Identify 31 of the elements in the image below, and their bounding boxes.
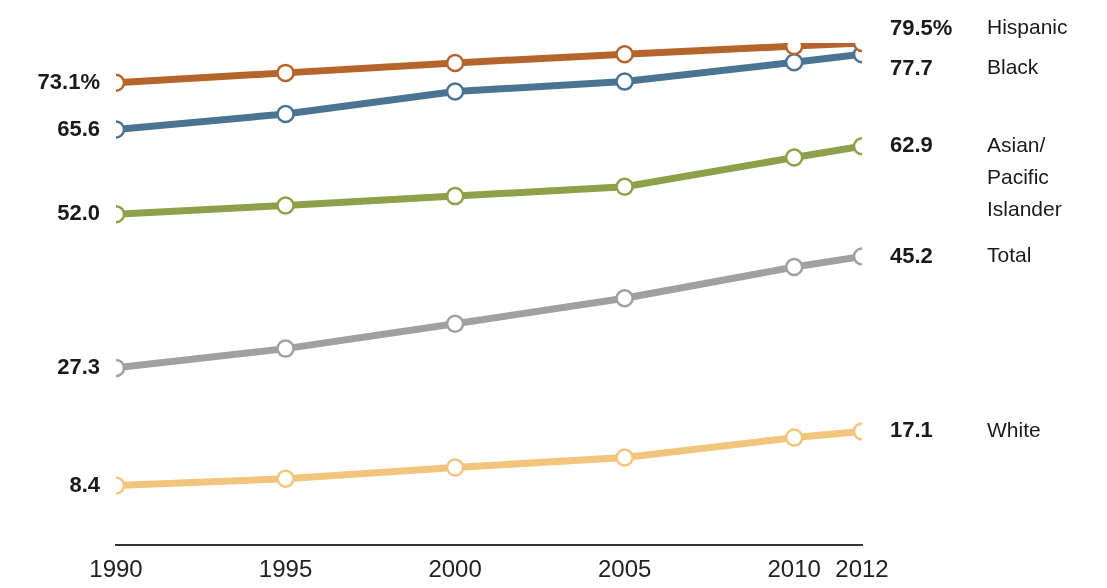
point xyxy=(445,186,465,206)
data-label: 17.1 xyxy=(890,417,933,443)
data-label: 62.9 xyxy=(890,132,933,158)
x-tick-label: 2005 xyxy=(597,555,652,583)
x-tick-label: 2000 xyxy=(428,555,482,583)
point xyxy=(445,458,465,477)
point xyxy=(615,72,634,91)
data-label: 27.3 xyxy=(57,353,100,379)
x-tick-label: 2012 xyxy=(835,555,889,583)
text: Black xyxy=(987,55,1039,79)
x-tick-label: 2010 xyxy=(767,555,821,583)
point xyxy=(445,314,465,333)
point xyxy=(615,44,634,64)
point xyxy=(615,448,634,467)
point xyxy=(445,53,465,73)
point xyxy=(445,82,465,101)
text: White xyxy=(987,418,1041,442)
data-label: 79.5% xyxy=(890,14,953,40)
data-label: 73.1% xyxy=(37,68,100,94)
data-label: 65.6 xyxy=(57,115,100,141)
text: Hispanic xyxy=(987,15,1068,39)
x-tick-label: 1995 xyxy=(258,555,313,583)
x-tick-label: 1990 xyxy=(89,555,143,583)
data-label: 8.4 xyxy=(69,471,101,497)
text: Asian/ Pacific Islander xyxy=(987,133,1062,221)
data-label: 52.0 xyxy=(57,200,100,226)
point xyxy=(615,288,634,308)
data-label: 77.7 xyxy=(890,54,933,80)
data-label: 45.2 xyxy=(890,242,933,268)
text: Total xyxy=(987,243,1032,267)
point xyxy=(615,177,634,197)
